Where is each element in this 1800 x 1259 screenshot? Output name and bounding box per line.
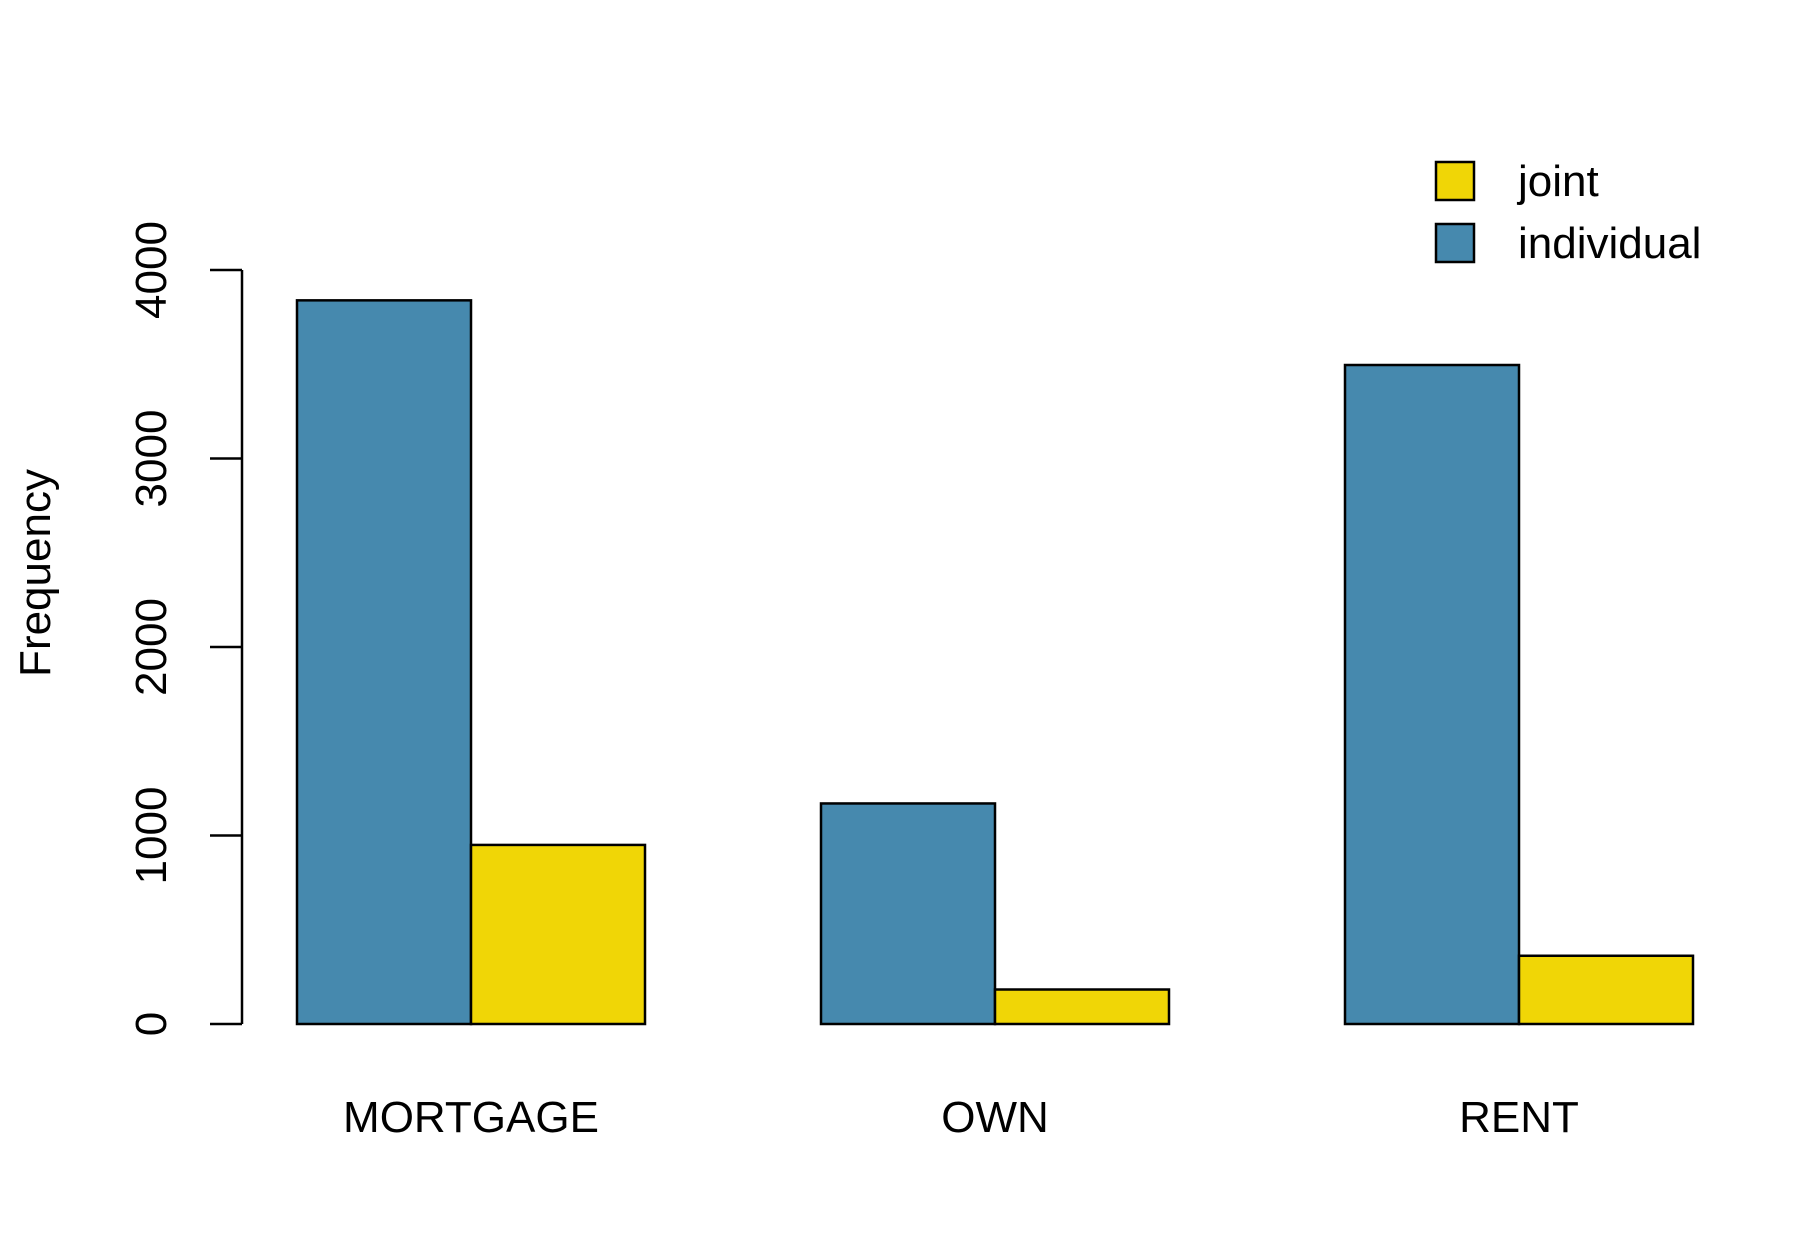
- y-tick-label: 1000: [127, 787, 176, 885]
- legend: joint individual: [1434, 157, 1701, 268]
- y-tick-label: 4000: [127, 221, 176, 319]
- legend-swatch-joint: [1434, 160, 1476, 202]
- y-tick-label: 0: [127, 1012, 176, 1036]
- y-axis-title: Frequency: [11, 469, 60, 677]
- x-category-label: MORTGAGE: [343, 1093, 599, 1142]
- bar-joint-mortgage: [469, 843, 647, 1026]
- bar-individual-own: [819, 802, 997, 1026]
- bar-joint-rent: [1517, 954, 1695, 1026]
- legend-swatch-individual: [1434, 222, 1476, 264]
- category-labels: MORTGAGE OWN RENT: [343, 1093, 1579, 1142]
- bar-individual-mortgage: [295, 299, 473, 1026]
- x-category-label: OWN: [941, 1093, 1049, 1142]
- legend-label-individual: individual: [1518, 219, 1701, 268]
- bar-joint-own: [993, 988, 1171, 1026]
- bar-individual-rent: [1343, 363, 1521, 1026]
- legend-label-joint: joint: [1516, 157, 1599, 206]
- y-tick-label: 2000: [127, 598, 176, 696]
- bars: [295, 299, 1695, 1026]
- y-tick-label: 3000: [127, 410, 176, 508]
- y-ticks: 0 1000 2000 3000 4000: [127, 221, 242, 1036]
- x-category-label: RENT: [1459, 1093, 1579, 1142]
